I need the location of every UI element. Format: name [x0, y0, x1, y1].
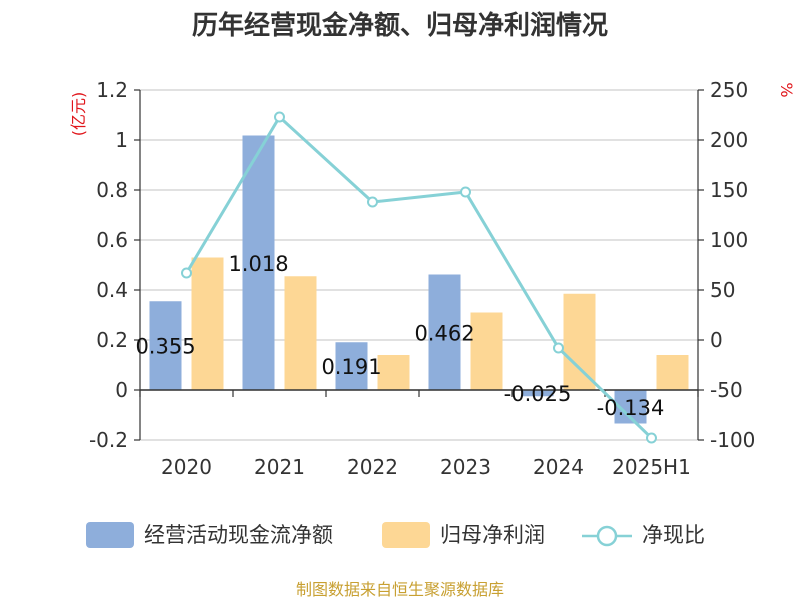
data-label-cashflow: 0.462: [414, 321, 474, 345]
x-axis-tick-label: 2025H1: [612, 455, 691, 479]
chart-title: 历年经营现金净额、归母净利润情况: [192, 10, 608, 41]
left-axis-tick-label: 1.2: [96, 78, 128, 102]
x-axis-tick-label: 2024: [533, 455, 584, 479]
right-axis-tick-label: 100: [710, 228, 748, 252]
ratio-point: [646, 432, 657, 444]
right-axis-unit: %: [777, 82, 796, 97]
ratio-point: [274, 111, 285, 123]
data-label-cashflow: -0.134: [597, 396, 665, 420]
ratio-point: [181, 267, 192, 279]
right-axis-tick-label: 200: [710, 128, 748, 152]
ratio-point: [553, 342, 564, 354]
left-axis-tick-label: 1: [115, 128, 128, 152]
left-axis-tick-label: 0.8: [96, 178, 128, 202]
left-axis-tick-label: 0.4: [96, 278, 128, 302]
legend-label-netprofit: 归母净利润: [440, 523, 545, 547]
legend: 经营活动现金流净额 归母净利润 净现比: [86, 522, 705, 548]
right-axis-tick-label: 0: [710, 328, 723, 352]
right-axis-tick-label: 50: [710, 278, 735, 302]
left-axis-tick-label: 0.2: [96, 328, 128, 352]
x-axis-tick-label: 2022: [347, 455, 398, 479]
data-label-cashflow: 1.018: [228, 252, 288, 276]
bar-cashflow: [242, 135, 275, 390]
bar-cashflow: [149, 301, 182, 390]
bar-netprofit: [656, 355, 689, 390]
legend-label-cashflow: 经营活动现金流净额: [144, 523, 333, 547]
axes: -0.2 0 0.2 0.4 0.6 0.8 1 1.2 -100 -50 0 50 100 150 200…: [89, 78, 755, 479]
data-label-cashflow: 0.355: [135, 335, 195, 359]
bar-cashflow: [428, 274, 461, 390]
bar-cashflow: [521, 390, 554, 397]
bar-netprofit: [191, 257, 224, 390]
source-note: 制图数据来自恒生聚源数据库: [296, 580, 504, 599]
data-label-cashflow: 0.191: [321, 355, 381, 379]
ratio-line: [181, 111, 657, 444]
bar-netprofit: [563, 293, 596, 390]
legend-marker-ratio: [596, 525, 618, 547]
left-axis-tick-label: -0.2: [89, 428, 128, 452]
bar-cashflow: [335, 342, 368, 390]
right-axis-tick-label: 150: [710, 178, 748, 202]
data-labels: 0.355 1.018 0.191 0.462 -0.025 -0.134: [135, 252, 664, 420]
legend-swatch-netprofit: [382, 522, 430, 548]
x-axis-tick-label: 2020: [161, 455, 212, 479]
ratio-polyline: [185, 114, 653, 440]
right-axis-tick-label: 250: [710, 78, 748, 102]
x-axis-tick-label: 2021: [254, 455, 305, 479]
bar-netprofit: [377, 355, 410, 390]
ratio-point: [367, 196, 378, 208]
left-axis-tick-label: 0: [115, 378, 128, 402]
right-axis-tick-label: -50: [710, 378, 743, 402]
x-axis-tick-label: 2023: [440, 455, 491, 479]
bars: [149, 135, 689, 424]
legend-label-ratio: 净现比: [642, 523, 705, 547]
ratio-point: [460, 186, 471, 198]
bar-netprofit: [284, 276, 317, 390]
right-axis-tick-label: -100: [710, 428, 755, 452]
legend-swatch-cashflow: [86, 522, 134, 548]
data-label-cashflow: -0.025: [504, 382, 572, 406]
left-axis-tick-label: 0.6: [96, 228, 128, 252]
left-axis-unit: (亿元): [69, 92, 88, 137]
bar-netprofit: [470, 312, 503, 390]
grid: [140, 89, 698, 441]
